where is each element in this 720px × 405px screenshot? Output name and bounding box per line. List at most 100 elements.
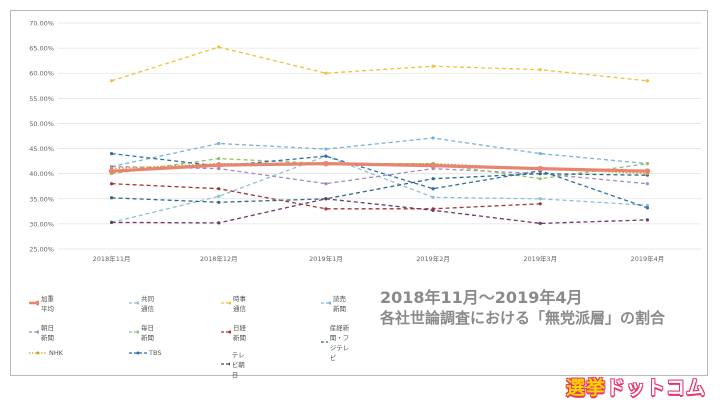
data-point: [538, 68, 542, 72]
data-point: [431, 187, 435, 191]
data-point: [644, 168, 651, 174]
legend-label: 時事通信: [233, 295, 247, 313]
legend-label: TBS: [149, 349, 162, 357]
data-point: [538, 221, 542, 225]
legend-swatch: [129, 351, 147, 355]
legend-item: 毎日新聞: [129, 322, 156, 342]
logo-part1: 選挙: [566, 377, 607, 399]
data-point: [538, 151, 542, 156]
legend-item: 日経新聞: [221, 322, 248, 342]
logo-part2: ドットコム: [606, 377, 707, 399]
caption-title: 各社世論調査における「無党派層」の割合: [380, 309, 666, 327]
legend-label: 加重平均: [41, 295, 55, 313]
legend-swatch: [29, 300, 40, 306]
legend-swatch: [221, 301, 232, 305]
legend-swatch: [221, 330, 232, 334]
legend-item: 読売新聞: [321, 293, 348, 313]
y-tick-label: 50.00%: [29, 120, 54, 128]
data-point: [215, 162, 222, 168]
data-point: [217, 157, 221, 161]
legend-swatch: [321, 301, 332, 305]
data-point: [645, 206, 650, 210]
data-point: [431, 177, 435, 181]
data-point: [431, 195, 435, 199]
legend-item: 朝日新聞: [29, 322, 56, 342]
legend-swatch: [129, 301, 140, 305]
legend-item: 加重平均: [29, 293, 56, 313]
data-point: [217, 221, 221, 225]
legend-item: 産経新聞・フジテレビ: [321, 322, 354, 362]
data-point: [217, 141, 221, 146]
data-point: [645, 182, 650, 186]
y-tick-label: 45.00%: [29, 145, 54, 153]
data-point: [109, 196, 114, 200]
legend-label: 読売新聞: [333, 295, 347, 313]
legend-swatch: [321, 341, 328, 343]
y-tick-label: 60.00%: [29, 70, 54, 78]
data-point: [324, 154, 328, 158]
x-tick-label: 2019年2月: [416, 254, 450, 263]
data-point: [324, 71, 328, 75]
data-point: [538, 177, 542, 181]
legend-label: NHK: [49, 349, 64, 357]
legend-item: NHK: [29, 349, 63, 357]
data-point: [217, 45, 221, 49]
series-line: [111, 165, 648, 185]
data-point: [537, 165, 544, 172]
legend-label: 毎日新聞: [141, 324, 155, 342]
data-point: [324, 207, 328, 211]
legend-swatch: [29, 330, 40, 334]
series-line: [111, 137, 648, 168]
chart-caption: 2018年11月～2019年4月 各社世論調査における「無党派層」の割合: [380, 288, 700, 328]
data-point: [645, 203, 650, 207]
data-point: [645, 162, 650, 166]
series-line: [111, 183, 541, 210]
data-point: [109, 151, 114, 156]
x-tick-label: 2018年12月: [200, 254, 238, 263]
series-line: [111, 161, 648, 173]
x-tick-label: 2018年11月: [93, 254, 131, 263]
legend-label: 朝日新聞: [41, 324, 55, 342]
caption-period: 2018年11月～2019年4月: [380, 288, 583, 307]
legend-item: 共同通信: [129, 293, 156, 313]
legend-label: 日経新聞: [233, 324, 247, 342]
series-line: [111, 152, 648, 209]
x-tick-label: 2019年1月: [309, 254, 343, 263]
data-point: [431, 136, 435, 140]
series-line: [111, 46, 648, 82]
x-tick-label: 2019年4月: [631, 254, 665, 263]
legend-item: テレビ朝日: [221, 349, 248, 379]
data-point: [323, 160, 329, 167]
data-point: [324, 182, 328, 186]
legend-label: テレビ朝日: [231, 351, 245, 379]
y-tick-label: 25.00%: [29, 246, 54, 254]
data-point: [431, 64, 435, 68]
y-tick-label: 30.00%: [29, 220, 54, 228]
data-point: [217, 194, 221, 198]
series-line: [111, 173, 648, 203]
y-tick-label: 35.00%: [29, 195, 54, 203]
y-tick-label: 55.00%: [29, 95, 54, 103]
data-point: [431, 208, 435, 212]
data-point: [538, 197, 542, 201]
data-point: [324, 147, 328, 151]
legend-item: 時事通信: [221, 293, 248, 313]
data-point: [217, 200, 221, 204]
data-point: [538, 202, 542, 206]
site-logo: 選挙ドットコム: [566, 373, 706, 400]
data-point: [217, 167, 221, 171]
data-point: [217, 187, 221, 191]
legend-swatch: [29, 351, 47, 355]
y-tick-label: 65.00%: [29, 45, 54, 53]
legend-item: TBS: [129, 349, 161, 357]
y-tick-label: 40.00%: [29, 170, 54, 178]
legend-swatch: [221, 362, 230, 366]
data-point: [430, 162, 436, 169]
y-tick-label: 70.00%: [29, 20, 54, 28]
data-point: [538, 172, 542, 176]
data-point: [645, 218, 650, 222]
data-point: [324, 197, 328, 201]
x-tick-label: 2019年3月: [523, 254, 557, 263]
data-point: [109, 220, 114, 224]
legend-label: 共同通信: [141, 295, 155, 313]
